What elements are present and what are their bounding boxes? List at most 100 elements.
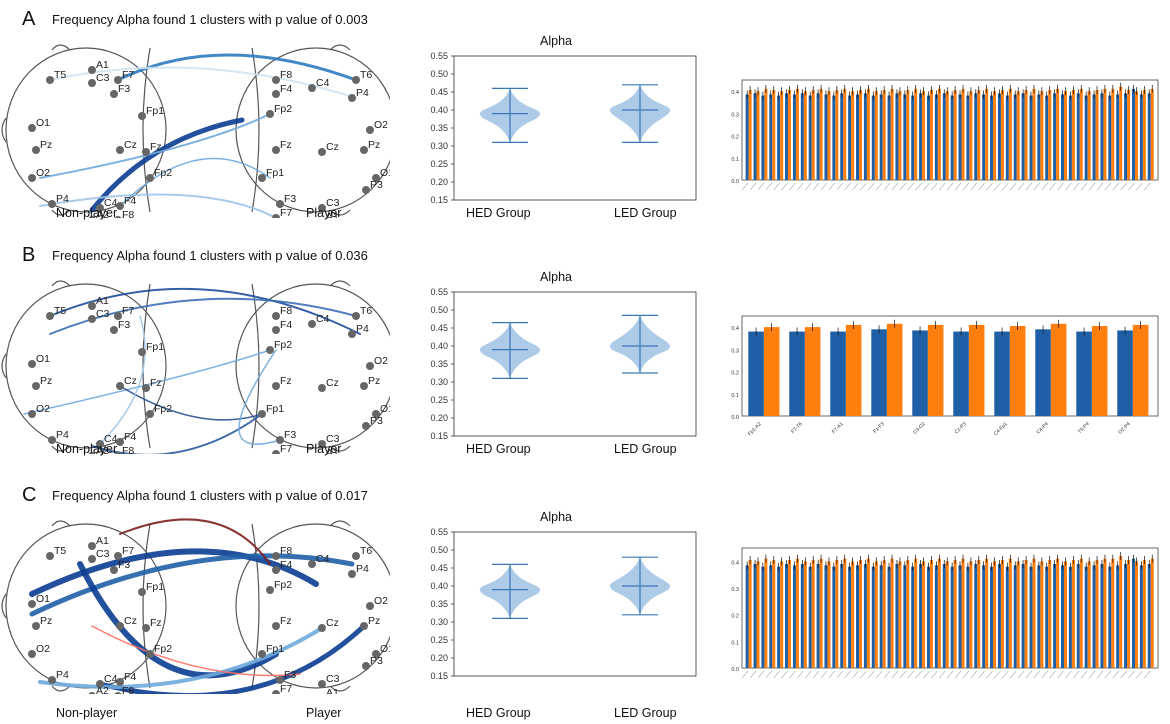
bar-orange [827,91,831,180]
bar-chart: 0.4 0.3 0.2 0.1 0.0 Fp1-A2 F7-T6 F7-A1 Fz-F3 C3-O… [731,315,1159,437]
bar-orange [953,90,957,180]
electrode-dot [318,440,326,448]
bar-orange [1134,561,1138,668]
electrode-dot [114,552,122,560]
bar-orange [851,561,855,668]
electrode-label: F4 [124,195,136,207]
connection-curve [238,349,281,445]
electrode-dot [318,384,326,392]
bar-orange [945,561,949,668]
x-tick-mark [820,670,828,679]
bar-blue [1139,565,1143,668]
electrode-label: Fp1 [266,403,284,415]
electrode-dot [114,452,122,454]
right-head-outline [235,47,390,213]
left-chin [51,445,71,452]
bar-orange [993,561,997,668]
bar-orange [1132,324,1149,416]
electrode-label: Fp2 [274,339,292,351]
heads: T5A1C3F7F3Fp1O1PzCzFzO2Fp2P4C4A2F4T6F8F8… [1,280,390,454]
electrode-dot [308,84,316,92]
left-nose [51,520,71,527]
bar-blue [926,566,930,668]
bar-blue [785,93,789,180]
x-tick-mark [773,182,780,191]
x-tick-mark [1120,182,1127,191]
bar-orange [756,91,760,180]
bar-blue [824,565,828,668]
y-tick-label: 0.15 [430,431,448,440]
x-tick-mark [970,182,977,191]
x-tick-mark [954,670,962,679]
x-tick-label: C4-P4 [1036,421,1050,435]
x-tick-mark [1088,670,1096,679]
bar-orange [1119,86,1123,180]
electrode-dot [318,148,326,156]
bar-orange [1009,326,1026,416]
electrode-dot [116,202,124,210]
bar-orange [835,560,839,668]
y-tick-label: 0.40 [430,581,448,591]
bar-orange [1056,88,1060,180]
bar-orange [795,88,799,180]
electrode-dot [96,440,104,448]
panel-a: A Frequency Alpha found 1 clusters with … [0,8,1170,244]
bar-orange [985,88,989,180]
electrode-dot [88,66,96,74]
x-tick-mark [1112,182,1119,191]
bar-orange [1071,560,1075,668]
left-ear [1,117,7,143]
y-tick-label: 0.40 [430,105,448,115]
electrode-dot [276,676,284,684]
x-tick-mark [954,182,962,191]
electrode-dot [372,410,380,418]
electrode-label: P3 [370,655,383,667]
electrode-dot [138,588,146,596]
electrode-label: Fp1 [146,581,164,593]
x-tick-mark [757,182,765,191]
bar-orange [898,561,902,668]
bar-orange [1064,561,1068,668]
x-tick-mark [749,670,757,679]
electrode-label: Cz [124,375,137,387]
electrode-dot [272,214,280,218]
x-tick-mark [907,670,914,679]
x-tick-mark [789,670,796,679]
bar-orange [772,560,776,668]
electrode-dot [146,650,154,658]
electrode-dot [88,555,96,563]
non-player-label: Non-player [56,706,118,720]
x-tick-mark [1025,670,1033,679]
electrode-label: Fz [280,139,292,151]
electrode-dot [46,312,54,320]
bar-blue [1108,566,1112,668]
bar-blue [1092,94,1096,180]
connection-curve [38,626,324,689]
x-tick-mark [939,670,946,679]
electrode-label: C3 [326,673,340,685]
electrode-dot [348,570,356,578]
plot-frame [453,291,697,437]
bar-blue [1100,93,1104,180]
bar-orange [890,88,894,180]
electrode-dot [360,382,368,390]
x-tick-label: C3-O2 [912,421,927,436]
electrode-dot [258,410,266,418]
panel-title: Frequency Alpha found 1 clusters with p … [52,12,368,27]
x-tick-mark [1010,670,1017,679]
x-tick-mark [797,182,804,191]
led-group-label: LED Group [614,706,677,720]
bar-orange [1142,90,1146,180]
bar-blue [1084,566,1088,668]
electrode-label: A1 [96,535,109,547]
electrode-dot [360,146,368,154]
x-tick-label: Cz-P3 [954,421,968,435]
y-tick-label: 0.50 [430,545,448,555]
bar-orange [819,558,823,668]
bar-orange [1000,560,1004,668]
bar-blue [1037,565,1041,668]
x-tick-label: C4-Fp1 [993,421,1009,437]
bar-blue [1037,94,1041,180]
bar-orange [874,561,878,668]
x-tick-label: F7-A1 [831,421,845,435]
